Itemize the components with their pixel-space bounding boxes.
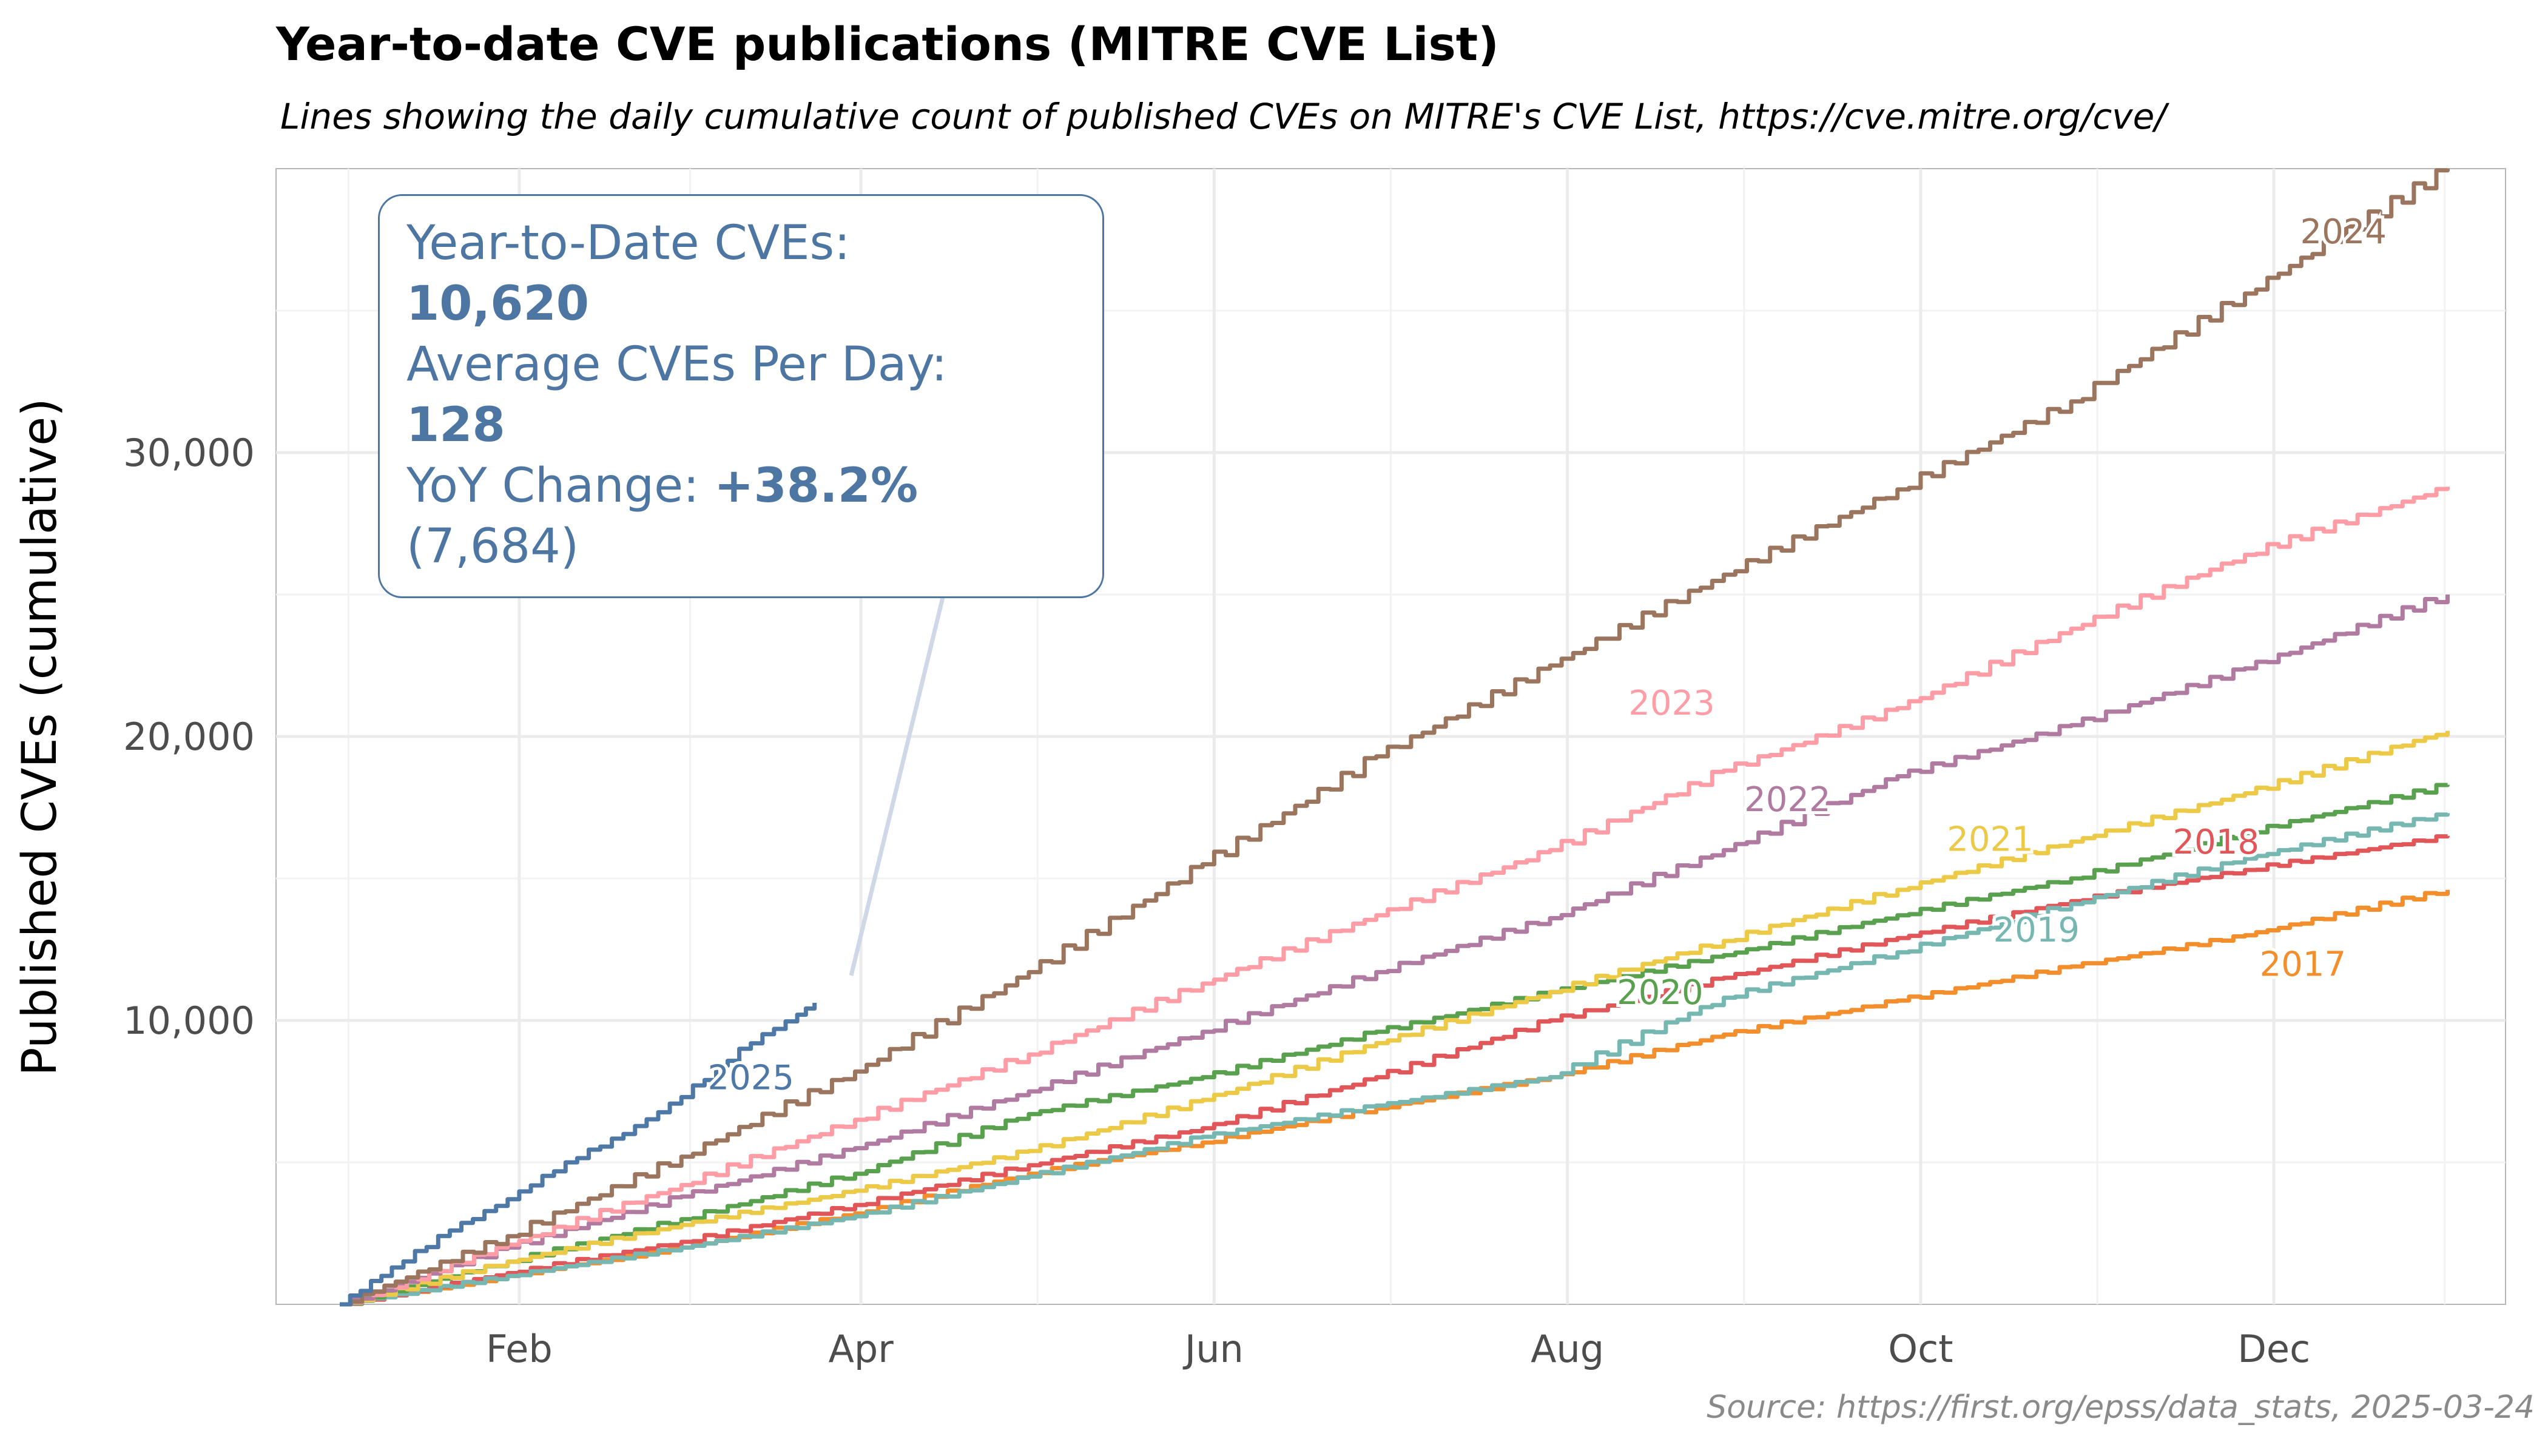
y-tick-label: 20,000 <box>123 715 255 759</box>
x-tick-label: Dec <box>2237 1327 2310 1371</box>
x-tick-label: Apr <box>828 1327 894 1371</box>
series-labels: 2017 2018 2019 2020 2021 2022 2023 2024 2025 <box>704 209 2390 1101</box>
series-line-2022 <box>340 595 2450 1307</box>
y-tick-label: 30,000 <box>123 431 255 475</box>
axis-ticks: Feb Apr Jun Aug Oct Dec 10,000 20,000 30,000 <box>123 431 2310 1371</box>
series-label-2021: 2021 <box>1947 820 2034 859</box>
series-label-2020: 2020 <box>1617 973 1704 1013</box>
chart-subtitle: Lines showing the daily cumulative count… <box>280 96 2166 137</box>
yoy-label: YoY Change: <box>406 459 715 513</box>
annotation-leader-line <box>849 582 949 976</box>
series-label-2023: 2023 <box>1628 684 1715 723</box>
yoy-line: YoY Change: +38.2% <box>406 456 1102 516</box>
x-tick-label: Feb <box>486 1327 553 1371</box>
series-line-2021 <box>340 730 2450 1307</box>
ytd-annotation-box: Year-to-Date CVEs: 10,620 Average CVEs P… <box>378 194 1104 598</box>
chart-title: Year-to-date CVE publications (MITRE CVE… <box>276 17 1499 71</box>
yoy-count: (7,684) <box>406 519 579 574</box>
series-label-2022: 2022 <box>1744 780 1831 820</box>
series-label-2018: 2018 <box>2172 823 2259 862</box>
x-tick-label: Jun <box>1182 1327 1244 1371</box>
source-caption: Source: https://first.org/epss/data_stat… <box>1707 1389 2535 1426</box>
x-tick-label: Oct <box>1888 1327 1953 1371</box>
series-line-2023 <box>340 487 2450 1307</box>
x-tick-label: Aug <box>1531 1327 1604 1371</box>
series-label-2019: 2019 <box>1994 911 2080 950</box>
series-label-2025: 2025 <box>707 1059 794 1098</box>
ytd-label: Year-to-Date CVEs: <box>406 216 851 271</box>
y-tick-label: 10,000 <box>123 999 255 1043</box>
y-axis-title: Published CVEs (cumulative) <box>13 398 67 1076</box>
yoy-value: +38.2% <box>714 459 918 513</box>
series-label-2024: 2024 <box>2300 212 2387 252</box>
avg-value: 128 <box>406 398 505 453</box>
avg-label: Average CVEs Per Day: <box>406 337 948 392</box>
series-line-2019 <box>340 812 2450 1307</box>
series-line-2025 <box>340 1003 817 1307</box>
series-line-2020 <box>340 783 2450 1307</box>
series-label-2017: 2017 <box>2260 945 2347 984</box>
series-line-2024 <box>340 168 2450 1307</box>
ytd-value: 10,620 <box>406 277 589 331</box>
series-lines <box>340 168 2450 1307</box>
